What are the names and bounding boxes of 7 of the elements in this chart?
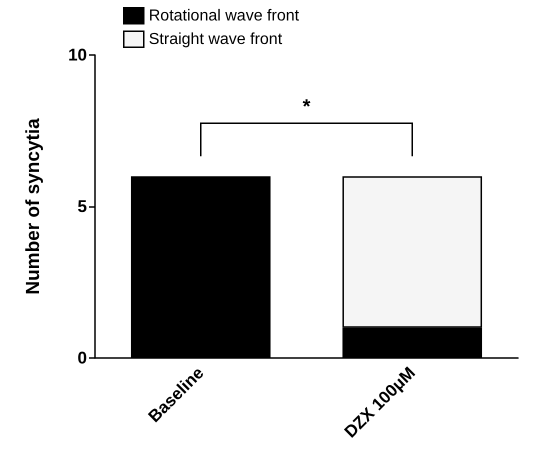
- legend-label: Rotational wave front: [148, 7, 300, 24]
- y-axis-title: Number of syncytia: [23, 118, 44, 295]
- y-tick-label: 0: [78, 348, 87, 368]
- y-tick-label: 5: [78, 197, 87, 216]
- annotation: *: [302, 96, 311, 118]
- legend-label: Straight wave front: [148, 30, 283, 48]
- y-tick-label: 10: [68, 46, 87, 64]
